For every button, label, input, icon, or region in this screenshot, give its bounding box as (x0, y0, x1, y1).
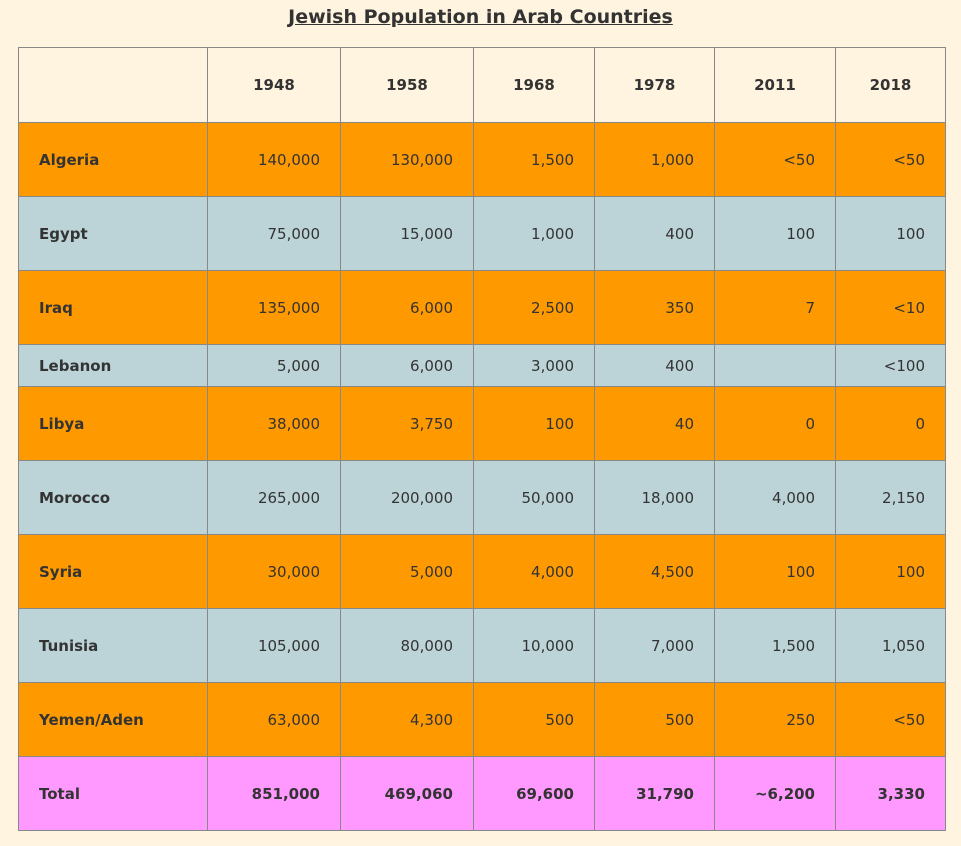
value-cell: 400 (594, 344, 715, 387)
value-cell: 6,000 (340, 270, 474, 345)
value-cell: 4,000 (714, 460, 836, 535)
value-cell: 1,050 (835, 608, 946, 683)
value-cell: 6,000 (340, 344, 474, 387)
value-cell: 500 (594, 682, 715, 757)
column-header (18, 47, 208, 123)
table-row: Algeria 140,000 130,000 1,500 1,000 <50 … (18, 122, 946, 197)
country-cell: Tunisia (18, 608, 208, 683)
column-header: 2011 (714, 47, 836, 123)
column-header: 1978 (594, 47, 715, 123)
population-table: 1948 1958 1968 1978 2011 2018 Algeria 14… (18, 47, 946, 831)
value-cell: 140,000 (207, 122, 341, 197)
value-cell (714, 344, 836, 387)
value-cell: 1,500 (473, 122, 595, 197)
table-row: Morocco 265,000 200,000 50,000 18,000 4,… (18, 460, 946, 535)
country-cell: Egypt (18, 196, 208, 271)
value-cell: 400 (594, 196, 715, 271)
country-cell: Libya (18, 386, 208, 461)
value-cell: 75,000 (207, 196, 341, 271)
value-cell: 130,000 (340, 122, 474, 197)
value-cell: 350 (594, 270, 715, 345)
value-cell: <10 (835, 270, 946, 345)
country-cell: Lebanon (18, 344, 208, 387)
value-cell: 30,000 (207, 534, 341, 609)
table-row: Egypt 75,000 15,000 1,000 400 100 100 (18, 196, 946, 271)
header-row: 1948 1958 1968 1978 2011 2018 (18, 47, 946, 123)
page-title: Jewish Population in Arab Countries (288, 6, 673, 28)
value-cell: 2,500 (473, 270, 595, 345)
country-cell: Yemen/Aden (18, 682, 208, 757)
value-cell: 10,000 (473, 608, 595, 683)
total-label: Total (18, 756, 208, 831)
value-cell: 18,000 (594, 460, 715, 535)
value-cell: <50 (714, 122, 836, 197)
value-cell: 0 (714, 386, 836, 461)
value-cell: 135,000 (207, 270, 341, 345)
total-cell: 3,330 (835, 756, 946, 831)
value-cell: 265,000 (207, 460, 341, 535)
value-cell: 100 (835, 534, 946, 609)
value-cell: 1,000 (473, 196, 595, 271)
table-row: Yemen/Aden 63,000 4,300 500 500 250 <50 (18, 682, 946, 757)
value-cell: 50,000 (473, 460, 595, 535)
value-cell: 38,000 (207, 386, 341, 461)
value-cell: 80,000 (340, 608, 474, 683)
value-cell: 100 (714, 196, 836, 271)
table-row: Libya 38,000 3,750 100 40 0 0 (18, 386, 946, 461)
value-cell: 100 (714, 534, 836, 609)
country-cell: Morocco (18, 460, 208, 535)
value-cell: 1,000 (594, 122, 715, 197)
column-header: 1968 (473, 47, 595, 123)
country-cell: Iraq (18, 270, 208, 345)
value-cell: 100 (473, 386, 595, 461)
table-row: Tunisia 105,000 80,000 10,000 7,000 1,50… (18, 608, 946, 683)
value-cell: 4,500 (594, 534, 715, 609)
value-cell: 2,150 (835, 460, 946, 535)
value-cell: 7 (714, 270, 836, 345)
total-cell: ~6,200 (714, 756, 836, 831)
total-cell: 69,600 (473, 756, 595, 831)
table-row: Syria 30,000 5,000 4,000 4,500 100 100 (18, 534, 946, 609)
value-cell: 15,000 (340, 196, 474, 271)
value-cell: <100 (835, 344, 946, 387)
value-cell: 0 (835, 386, 946, 461)
value-cell: 3,000 (473, 344, 595, 387)
value-cell: 100 (835, 196, 946, 271)
value-cell: 4,300 (340, 682, 474, 757)
value-cell: <50 (835, 122, 946, 197)
value-cell: 200,000 (340, 460, 474, 535)
total-cell: 851,000 (207, 756, 341, 831)
value-cell: 7,000 (594, 608, 715, 683)
table-row: Iraq 135,000 6,000 2,500 350 7 <10 (18, 270, 946, 345)
value-cell: 250 (714, 682, 836, 757)
total-cell: 31,790 (594, 756, 715, 831)
country-cell: Syria (18, 534, 208, 609)
value-cell: 5,000 (340, 534, 474, 609)
column-header: 1948 (207, 47, 341, 123)
value-cell: 1,500 (714, 608, 836, 683)
column-header: 1958 (340, 47, 474, 123)
total-cell: 469,060 (340, 756, 474, 831)
value-cell: <50 (835, 682, 946, 757)
column-header: 2018 (835, 47, 946, 123)
value-cell: 500 (473, 682, 595, 757)
value-cell: 40 (594, 386, 715, 461)
value-cell: 4,000 (473, 534, 595, 609)
country-cell: Algeria (18, 122, 208, 197)
table-row: Lebanon 5,000 6,000 3,000 400 <100 (18, 344, 946, 387)
value-cell: 5,000 (207, 344, 341, 387)
total-row: Total 851,000 469,060 69,600 31,790 ~6,2… (18, 756, 946, 831)
value-cell: 3,750 (340, 386, 474, 461)
value-cell: 105,000 (207, 608, 341, 683)
value-cell: 63,000 (207, 682, 341, 757)
